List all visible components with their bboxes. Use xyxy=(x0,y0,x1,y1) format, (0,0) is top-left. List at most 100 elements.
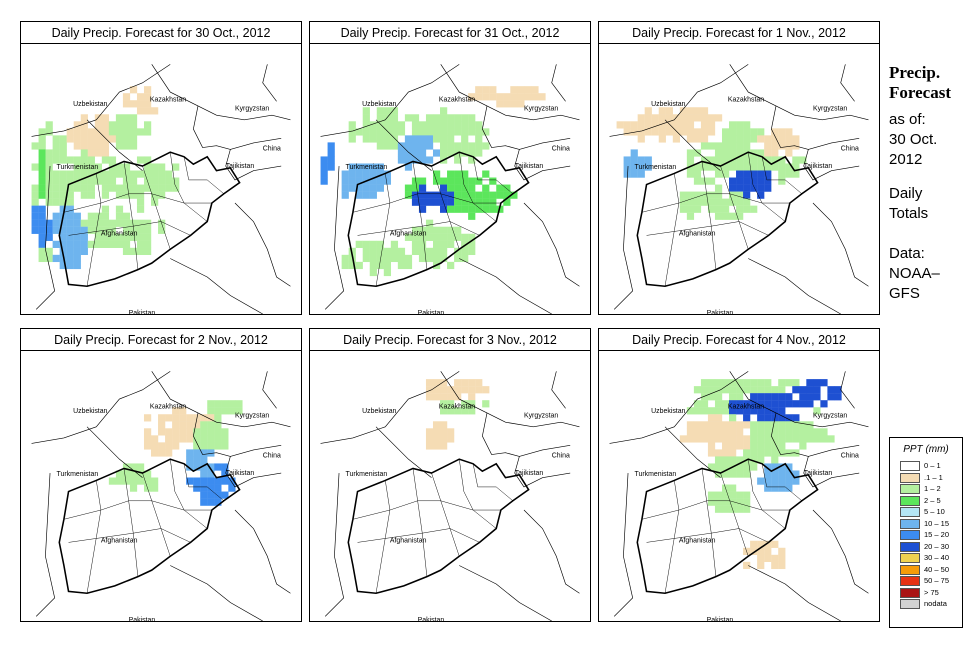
map-svg: Kazakhstan Uzbekistan Kyrgyzstan China Turkm… xyxy=(320,371,580,621)
precip-cell xyxy=(736,128,744,136)
precip-cell xyxy=(778,547,786,555)
country-border xyxy=(551,371,566,409)
precip-cell xyxy=(115,121,124,129)
precip-cell xyxy=(764,386,772,394)
precip-cell xyxy=(743,163,751,171)
precip-cell xyxy=(376,177,384,185)
precip-cell xyxy=(320,170,328,178)
precip-cell xyxy=(785,170,793,178)
precip-cell xyxy=(432,170,441,178)
precip-cell xyxy=(672,114,681,122)
legend-item: 1 – 2 xyxy=(890,483,962,495)
precip-cell xyxy=(390,121,399,129)
province-boundary xyxy=(123,161,139,270)
precip-cell xyxy=(764,379,772,387)
precip-cell xyxy=(383,170,392,178)
precip-cell xyxy=(834,393,842,401)
precip-cell xyxy=(778,128,786,136)
precip-cell xyxy=(390,142,399,150)
map-label-turkmenistan: Turkmenistan xyxy=(346,164,388,171)
precip-cell xyxy=(743,561,751,570)
precip-cell xyxy=(721,463,730,471)
precip-cells xyxy=(108,400,243,506)
side-title-line1: Precip. xyxy=(889,63,941,82)
map-label-kazakhstan: Kazakhstan xyxy=(728,96,764,103)
precip-cell xyxy=(101,170,110,178)
precip-cell xyxy=(376,114,384,122)
precip-cell xyxy=(447,142,455,150)
precip-cell xyxy=(200,456,208,464)
precip-cell xyxy=(637,170,645,178)
precip-cell xyxy=(475,128,483,136)
precip-cell xyxy=(425,191,434,199)
precip-cell xyxy=(369,121,377,129)
precip-cell xyxy=(418,240,427,248)
precip-cell xyxy=(630,156,638,164)
precip-cell xyxy=(193,463,201,471)
province-boundary xyxy=(748,152,786,222)
precip-cell xyxy=(348,128,356,136)
precip-cell xyxy=(693,135,702,143)
map-label-kazakhstan: Kazakhstan xyxy=(439,96,475,103)
precip-cell xyxy=(158,191,166,199)
legend-item: nodata xyxy=(890,598,962,610)
precip-cell xyxy=(136,93,145,101)
map-label-kyrgyzstan: Kyrgyzstan xyxy=(813,106,847,113)
precip-cell xyxy=(743,156,751,164)
precip-cell xyxy=(679,435,688,443)
precip-cell xyxy=(52,149,60,157)
precip-cell xyxy=(475,142,483,150)
precip-cell xyxy=(115,240,124,248)
precip-cell xyxy=(665,121,673,129)
precip-cell xyxy=(418,128,427,136)
precip-cell xyxy=(468,114,476,122)
precip-cell xyxy=(468,184,476,192)
precip-cell xyxy=(425,198,434,206)
precip-cell xyxy=(792,163,800,171)
precip-cell xyxy=(440,247,448,256)
map-label-china: China xyxy=(552,145,570,152)
precip-cell xyxy=(122,184,131,192)
precip-cell xyxy=(489,177,497,185)
precip-cell xyxy=(52,142,60,150)
precip-cell xyxy=(475,379,483,387)
precip-cell xyxy=(447,435,455,443)
precip-cell xyxy=(362,128,370,136)
map-svg: Kazakhstan Uzbekistan Kyrgyzstan China Turkm… xyxy=(320,64,580,314)
precip-cell xyxy=(66,128,74,136)
precip-cell xyxy=(52,135,60,143)
precip-cell xyxy=(115,170,124,178)
precip-cell xyxy=(736,198,744,206)
precip-cell xyxy=(425,128,434,136)
precip-cell xyxy=(447,149,455,157)
precip-cell xyxy=(38,219,46,227)
precip-cell xyxy=(38,128,46,136)
precip-cell xyxy=(38,233,46,241)
precip-cell xyxy=(461,128,469,136)
precip-cell xyxy=(447,184,455,192)
precip-cell xyxy=(468,93,476,101)
precip-cell xyxy=(461,177,469,185)
precip-cell xyxy=(186,421,194,429)
precip-cell xyxy=(792,135,800,143)
precip-cell xyxy=(207,470,215,478)
precip-cell xyxy=(771,435,779,443)
precip-cell xyxy=(778,156,786,164)
precip-cell xyxy=(87,163,95,171)
legend-label: 20 – 30 xyxy=(924,541,950,551)
precip-cell xyxy=(700,128,709,136)
precip-cell xyxy=(707,205,716,213)
precip-cell xyxy=(736,379,744,387)
country-border xyxy=(514,456,571,488)
precip-cell xyxy=(151,191,159,199)
precip-cell xyxy=(714,114,723,122)
precip-cell xyxy=(200,491,208,499)
precip-cell xyxy=(432,198,441,206)
precip-cell xyxy=(200,428,208,436)
precip-cell xyxy=(31,163,39,171)
precip-cell xyxy=(707,163,716,171)
precip-cell xyxy=(693,170,702,178)
precip-cell xyxy=(122,212,131,220)
map-label-turkmenistan: Turkmenistan xyxy=(57,471,99,478)
precip-cell xyxy=(87,226,95,234)
